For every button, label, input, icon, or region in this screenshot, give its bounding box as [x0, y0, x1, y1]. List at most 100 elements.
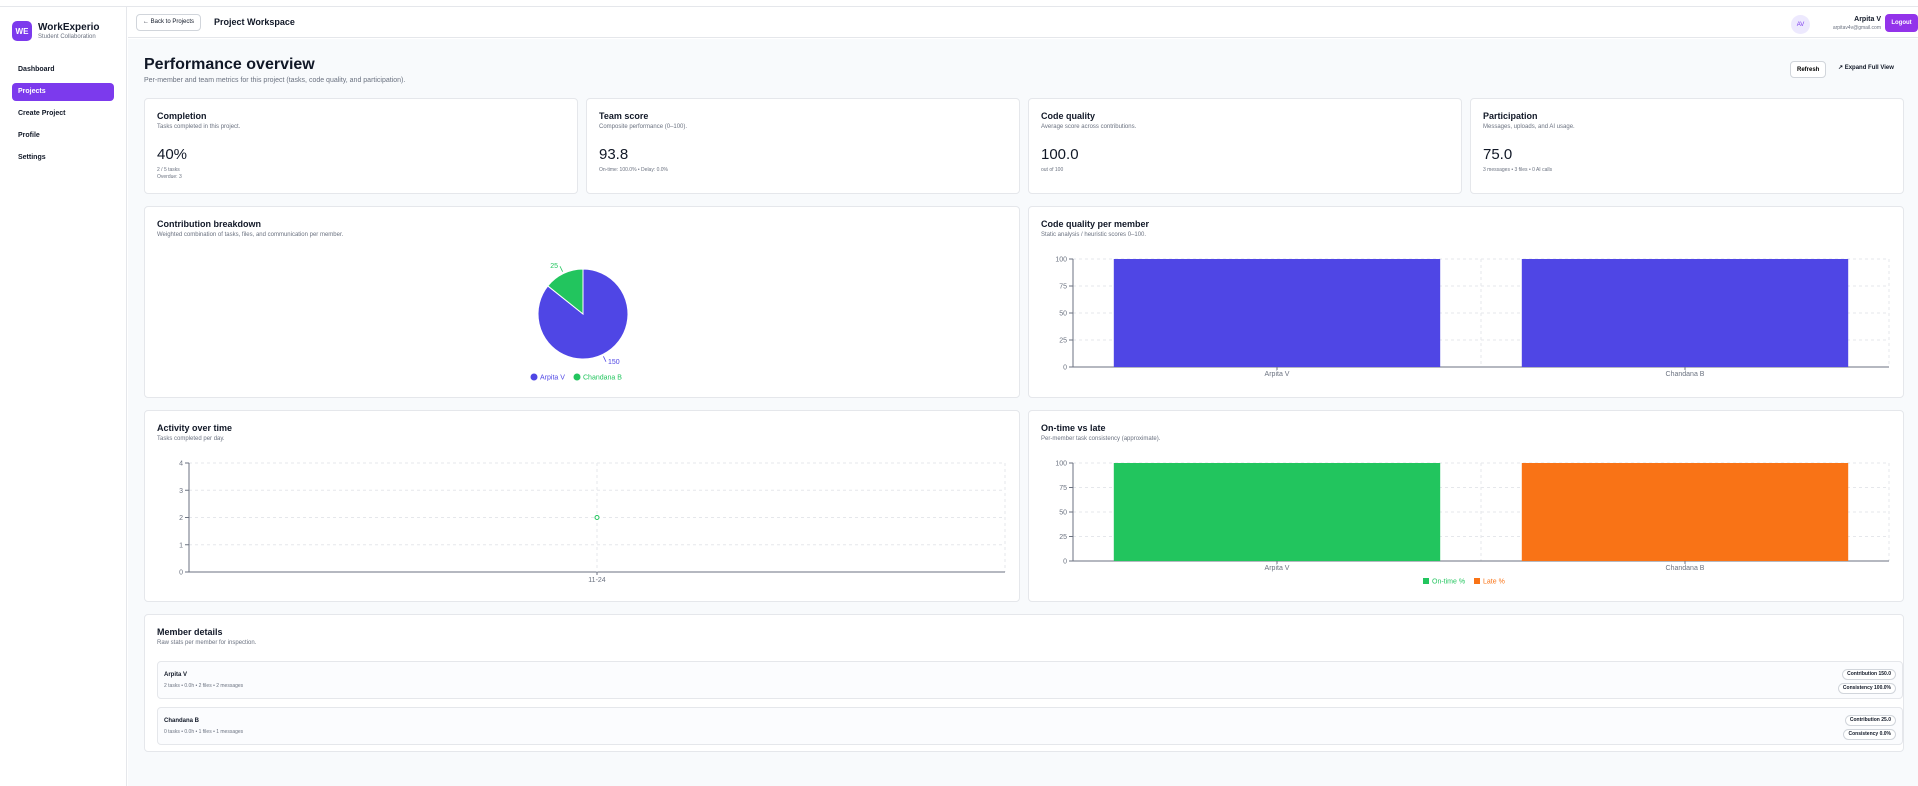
page-title: Performance overview — [144, 56, 315, 73]
on-time-vs-late-card: On-time vs late Per-member task consiste… — [1028, 410, 1904, 602]
member-stats: 2 tasks • 0.0h • 2 files • 2 messages — [164, 683, 244, 689]
bar — [1113, 463, 1441, 561]
on-time-bar-chart: 0 25 50 75 100 Arpita V Chandana B On-time % Lat… — [1055, 461, 1890, 586]
pie-data-label: 150 — [608, 359, 620, 366]
participation-value: 75.0 — [1483, 146, 1513, 163]
legend-label: Late % — [1483, 579, 1505, 586]
sidebar-item-create-project[interactable]: Create Project — [18, 110, 66, 117]
back-to-projects-button[interactable]: ← Back to Projects — [136, 14, 202, 31]
sidebar-item-projects[interactable]: Projects — [12, 83, 114, 101]
timeliness-note: On-time: 100.0% • Delay: 0.0% — [599, 167, 669, 173]
code-quality-per-member-card: Code quality per member Static analysis … — [1028, 206, 1904, 398]
card-subtitle: Messages, uploads, and AI usage. — [1483, 124, 1575, 130]
y-tick-label: 1 — [179, 542, 183, 549]
activity-over-time-card: Activity over time Tasks completed per d… — [144, 410, 1020, 602]
x-tick-label: Arpita V — [1265, 371, 1290, 378]
activity-line-chart: 0 1 2 3 4 11-24 — [179, 461, 1006, 584]
card-subtitle: Raw stats per member for inspection. — [157, 640, 257, 646]
member-row: Chandana B 0 tasks • 0.0h • 1 files • 1 … — [157, 707, 1903, 745]
contribution-pie-chart: 150 25 Arpita V Chandana B — [530, 263, 629, 382]
y-tick-label: 2 — [179, 515, 183, 522]
x-tick-label: Chandana B — [1666, 371, 1705, 378]
bar — [1113, 259, 1441, 367]
bar — [1521, 259, 1849, 367]
brand-name: WorkExperio — [38, 21, 100, 33]
sidebar-item-profile[interactable]: Profile — [18, 132, 40, 139]
refresh-button[interactable]: Refresh — [1790, 61, 1827, 78]
pie-label-line — [559, 266, 563, 272]
card-title: Code quality — [1041, 111, 1096, 121]
pie-slice — [547, 268, 584, 316]
card-title: Contribution breakdown — [157, 219, 261, 229]
y-tick-label: 100 — [1055, 461, 1067, 468]
card-subtitle: Tasks completed per day. — [157, 436, 225, 442]
contribution-badge: Contribution 25.0 — [1844, 715, 1896, 726]
member-stats: 0 tasks • 0.0h • 1 files • 1 messages — [164, 729, 244, 735]
y-tick-label: 25 — [1059, 534, 1067, 541]
consistency-badge: Consistency 0.0% — [1843, 729, 1896, 740]
y-tick-label: 75 — [1059, 284, 1067, 291]
legend-marker — [573, 373, 581, 381]
participation-card: Participation Messages, uploads, and AI … — [1470, 98, 1904, 194]
code-quality-value: 100.0 — [1041, 146, 1079, 163]
expand-full-view-link[interactable]: ↗ Expand Full View — [1838, 65, 1894, 71]
member-name: Chandana B — [164, 718, 200, 724]
team-score-value: 93.8 — [599, 146, 629, 163]
card-title: Team score — [599, 111, 649, 121]
y-tick-label: 0 — [179, 570, 183, 577]
x-tick-label: Arpita V — [1265, 565, 1290, 572]
sidebar-item-dashboard[interactable]: Dashboard — [18, 66, 55, 73]
x-tick-label: Chandana B — [1666, 565, 1705, 572]
user-name: Arpita V — [1854, 16, 1881, 23]
y-tick-label: 4 — [179, 461, 183, 468]
code-quality-card: Code quality Average score across contri… — [1028, 98, 1462, 194]
card-title: Activity over time — [157, 423, 233, 433]
participation-note: 3 messages • 3 files • 0 AI calls — [1483, 167, 1553, 173]
sidebar: WE WorkExperio Student Collaboration Das… — [0, 7, 127, 786]
card-title: Completion — [157, 111, 207, 121]
member-details-card: Member details Raw stats per member for … — [144, 614, 1904, 752]
card-subtitle: Average score across contributions. — [1041, 124, 1137, 130]
card-subtitle: Per-member task consistency (approximate… — [1041, 436, 1161, 442]
topbar: ← Back to Projects Project Workspace AV … — [128, 8, 1918, 38]
legend-label: On-time % — [1432, 579, 1465, 586]
user-email: arpitav4v@gmail.com — [1832, 25, 1881, 31]
card-title: Code quality per member — [1041, 219, 1150, 229]
brand-logo: WE — [12, 21, 32, 41]
data-point — [594, 515, 600, 520]
workspace-title: Project Workspace — [214, 17, 295, 27]
legend-marker — [530, 373, 538, 381]
legend-marker — [1423, 578, 1429, 584]
tasks-count: 2 / 5 tasks — [157, 167, 180, 173]
card-title: Participation — [1483, 111, 1538, 121]
member-name: Arpita V — [164, 672, 188, 678]
card-subtitle: Weighted combination of tasks, files, an… — [157, 232, 344, 238]
logout-button[interactable]: Logout — [1885, 14, 1918, 32]
card-subtitle: Tasks completed in this project. — [157, 124, 241, 130]
code-quality-note: out of 100 — [1041, 167, 1064, 173]
y-tick-label: 3 — [179, 488, 183, 495]
y-tick-label: 0 — [1063, 365, 1067, 372]
bar — [1521, 463, 1849, 561]
avatar[interactable]: AV — [1791, 15, 1810, 34]
card-subtitle: Static analysis / heuristic scores 0–100… — [1041, 232, 1147, 238]
y-tick-label: 25 — [1059, 338, 1067, 345]
y-tick-label: 100 — [1055, 257, 1067, 264]
y-tick-label: 0 — [1063, 559, 1067, 566]
card-title: Member details — [157, 627, 223, 637]
member-row: Arpita V 2 tasks • 0.0h • 2 files • 2 me… — [157, 661, 1903, 699]
code-quality-bar-chart: 0 25 50 75 100 Arpita V Chandana B — [1055, 257, 1890, 378]
pie-label-line — [603, 356, 607, 362]
x-tick-label: 11-24 — [588, 577, 605, 584]
top-edge — [0, 0, 1918, 7]
contribution-badge: Contribution 150.0 — [1842, 669, 1896, 680]
sidebar-item-settings[interactable]: Settings — [18, 154, 46, 161]
completion-card: Completion Tasks completed in this proje… — [144, 98, 578, 194]
contribution-breakdown-card: Contribution breakdown Weighted combinat… — [144, 206, 1020, 398]
pie-data-label: 25 — [550, 263, 558, 270]
y-tick-label: 50 — [1059, 510, 1067, 517]
page-subtitle: Per-member and team metrics for this pro… — [144, 77, 406, 84]
card-subtitle: Composite performance (0–100). — [599, 124, 688, 130]
team-score-card: Team score Composite performance (0–100)… — [586, 98, 1020, 194]
card-title: On-time vs late — [1041, 423, 1106, 433]
